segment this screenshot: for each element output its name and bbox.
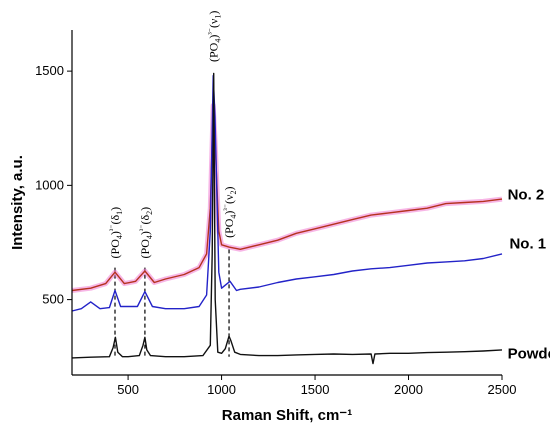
series-label-2: No. 1 [509,236,546,253]
series-line-1 [71,104,503,292]
series-line-2 [71,74,503,312]
series-label-1: No. 2 [508,187,545,204]
x-tick-label-4: 2000 [394,382,423,397]
x-tick-label-5: 2500 [488,382,517,397]
peak-annotation-3: (PO4)³⁻(ν1) [207,11,223,62]
y-tick-label-1: 500 [42,292,64,307]
peak-annotation-4: (PO4)³⁻(ν2) [222,187,238,238]
peak-annotation-2: (PO4)³⁻(δ2) [138,207,154,259]
peak-annotation-1: (PO4)³⁻(δ1) [108,207,124,259]
series-line-3 [71,72,503,365]
y-tick-label-2: 1000 [35,177,64,192]
x-tick-label-3: 1500 [301,382,330,397]
x-axis-title: Raman Shift, cm⁻¹ [222,407,352,424]
plot-area [71,72,503,365]
series-label-3: Powder HAp [508,345,550,362]
x-tick-label-2: 1000 [207,382,236,397]
annotations: No. 2 No. 1 Powder HAp (PO4)³⁻(δ1) (PO4)³⁻(δ… [108,11,550,363]
y-axis-title: Intensity, a.u. [9,155,26,250]
y-tick-label-3: 1500 [35,63,64,78]
x-tick-label-1: 500 [117,382,139,397]
axes: 500 1000 1500 2000 2500 500 1000 1500 [35,30,516,397]
